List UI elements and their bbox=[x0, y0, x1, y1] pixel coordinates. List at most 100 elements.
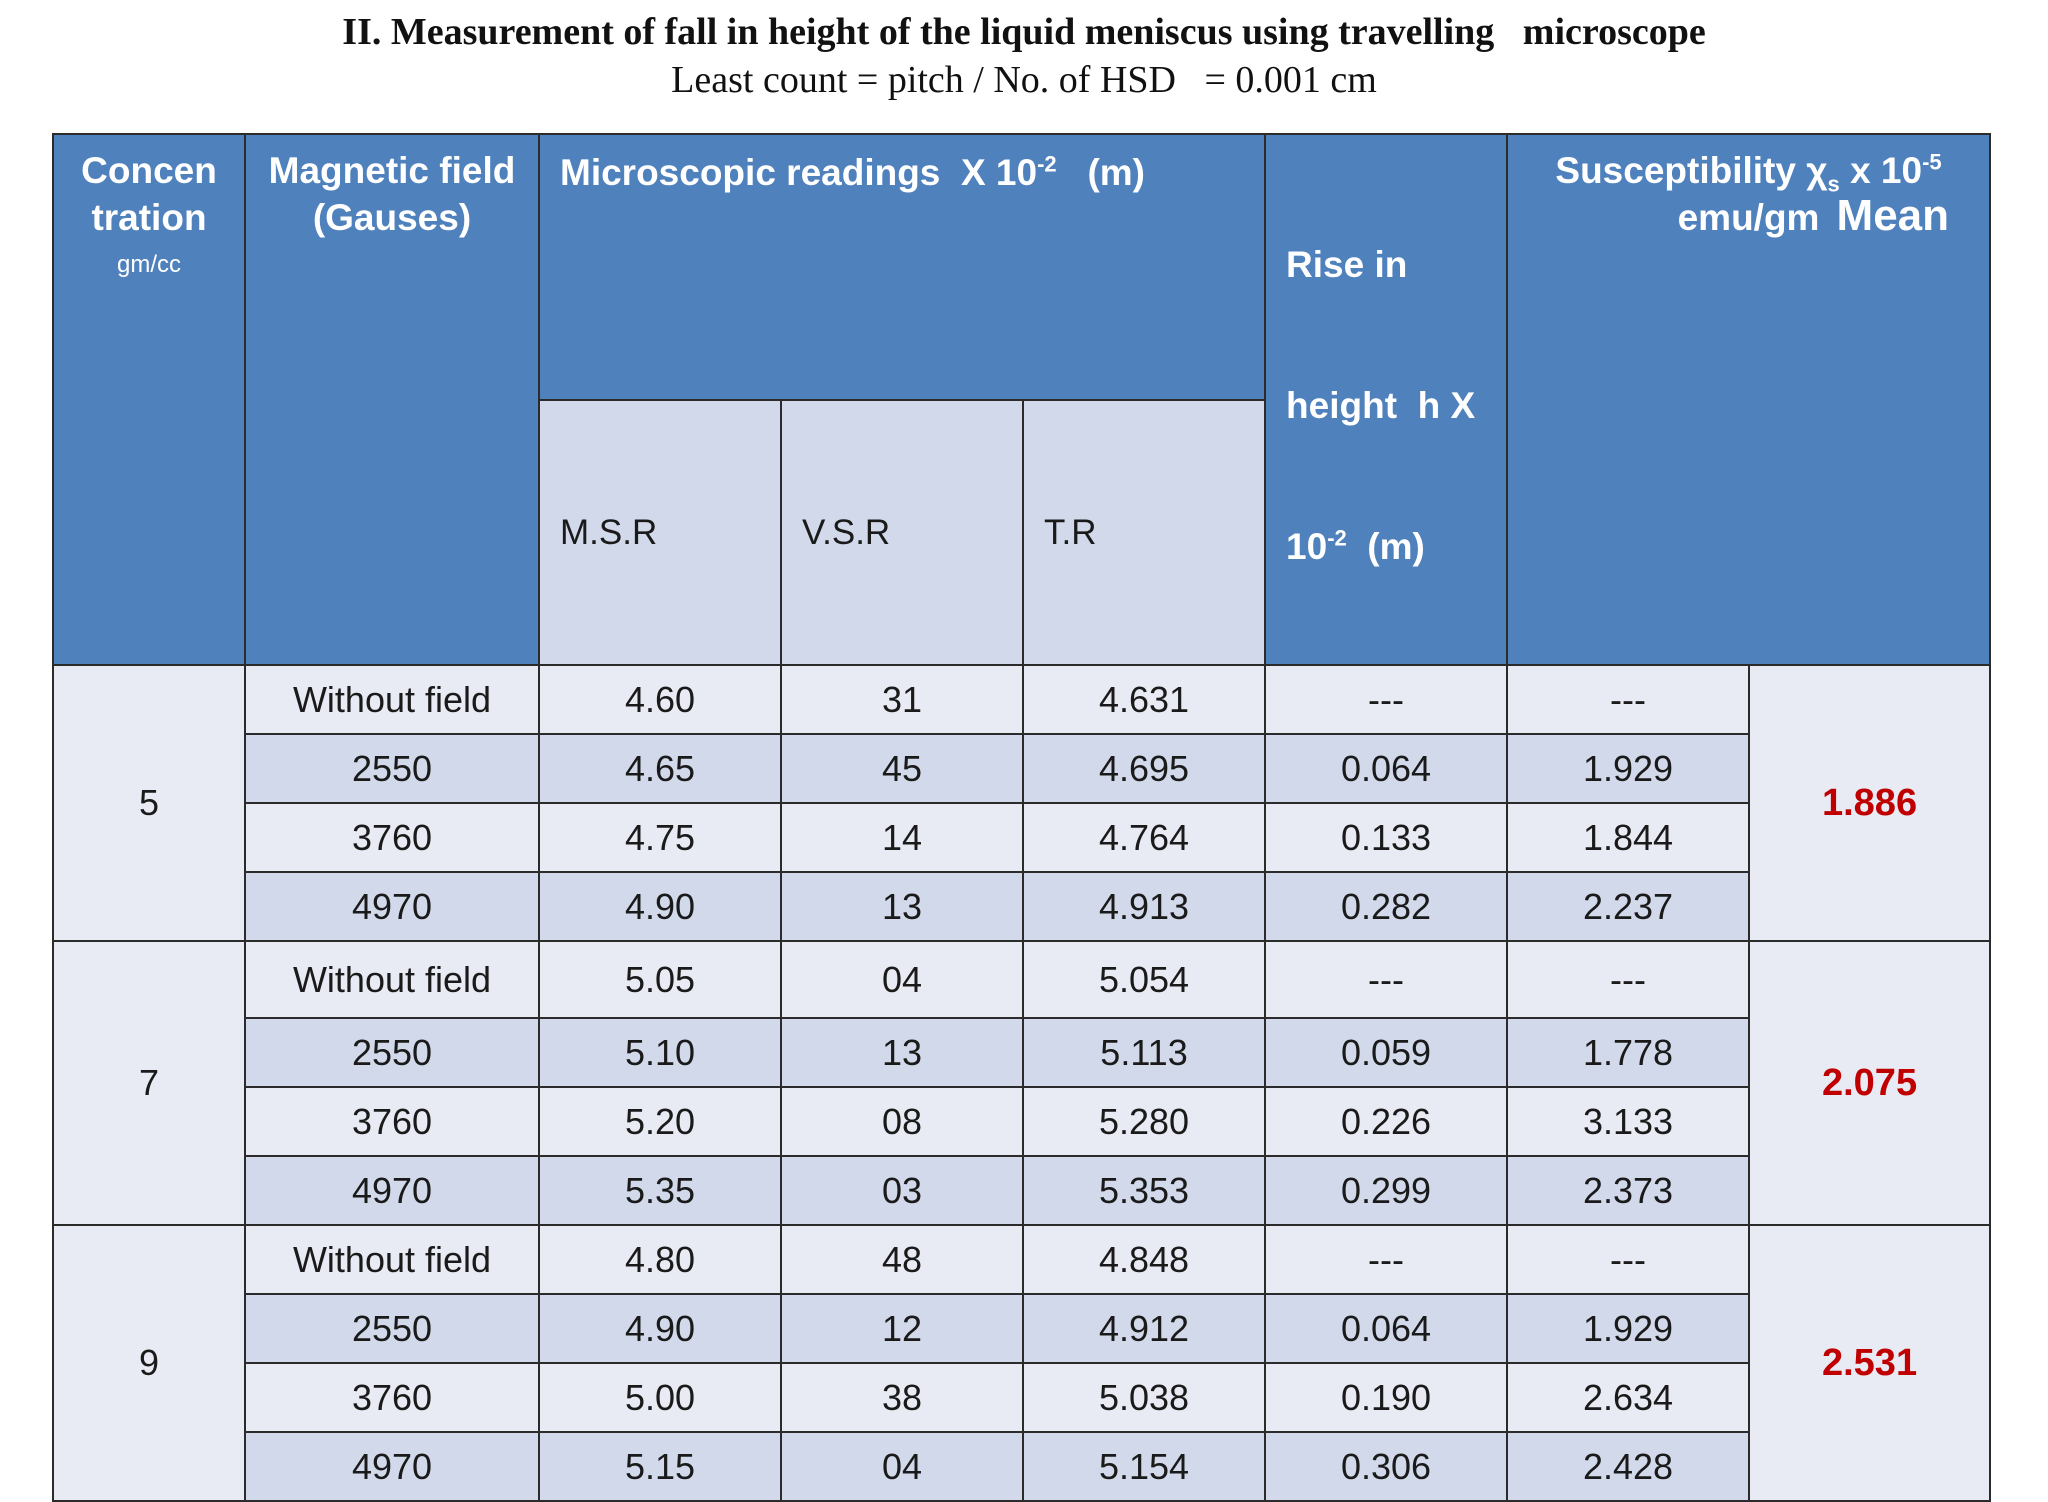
rise-cell: 0.226 bbox=[1264, 1086, 1509, 1157]
rise-cell: --- bbox=[1264, 1224, 1509, 1295]
sus-cell: 1.929 bbox=[1506, 733, 1751, 804]
table-row: 3760 5.20 08 5.280 0.226 3.133 bbox=[53, 1086, 1990, 1157]
field-cell: 4970 bbox=[244, 1431, 540, 1502]
sus-cell: --- bbox=[1506, 940, 1751, 1019]
microscopic-readings-label: Microscopic readings X 10 bbox=[560, 152, 1038, 193]
vsr-cell: 12 bbox=[780, 1293, 1024, 1364]
sus-cell: 3.133 bbox=[1506, 1086, 1751, 1157]
vsr-cell: 08 bbox=[780, 1086, 1024, 1157]
table-row: 9 Without field 4.80 48 4.848 --- --- 2.531 bbox=[52, 1224, 1992, 1502]
field-cell: 2550 bbox=[244, 1017, 540, 1088]
table-row: 5 Without field 4.60 31 4.631 --- --- 1.886 bbox=[52, 664, 1992, 942]
field-cell: 2550 bbox=[244, 733, 540, 804]
field-cell: Without field bbox=[244, 1224, 540, 1295]
tr-cell: 4.764 bbox=[1021, 802, 1267, 873]
table-row: 3760 4.75 14 4.764 0.133 1.844 bbox=[53, 802, 1990, 873]
table-row: 4970 5.15 04 5.154 0.306 2.428 bbox=[53, 1431, 1990, 1502]
msr-cell: 4.60 bbox=[538, 664, 782, 735]
table-row: 2550 4.65 45 4.695 0.064 1.929 bbox=[53, 733, 1990, 804]
rise-cell: 0.190 bbox=[1264, 1362, 1509, 1433]
susceptibility-multiplier: x 10 bbox=[1839, 150, 1923, 191]
vsr-cell: 31 bbox=[780, 664, 1024, 735]
rise-height-header-line1: Rise in bbox=[1286, 244, 1408, 285]
tr-cell: 5.054 bbox=[1021, 940, 1267, 1019]
magnetic-field-header-line2: (Gauses) bbox=[312, 197, 472, 238]
concentration-header-line2: tration bbox=[91, 197, 207, 238]
microscopic-readings-unit: (m) bbox=[1056, 152, 1146, 193]
tr-cell: 4.913 bbox=[1021, 871, 1267, 942]
mean-value-cell: 2.075 bbox=[1748, 940, 1992, 1226]
microscopic-readings-exponent: -2 bbox=[1037, 151, 1057, 177]
susceptibility-header: Susceptibility χs x 10-5 emu/gm Mean bbox=[1506, 133, 1992, 666]
field-cell: Without field bbox=[244, 664, 540, 735]
tr-cell: 4.912 bbox=[1021, 1293, 1267, 1364]
tr-cell: 5.280 bbox=[1021, 1086, 1267, 1157]
sus-cell: 2.237 bbox=[1506, 871, 1751, 942]
tr-cell: 5.113 bbox=[1021, 1017, 1267, 1088]
table-row: 3760 5.00 38 5.038 0.190 2.634 bbox=[53, 1362, 1990, 1433]
field-cell: 3760 bbox=[244, 1086, 540, 1157]
rise-cell: 0.306 bbox=[1264, 1431, 1509, 1502]
table-row: 4970 5.35 03 5.353 0.299 2.373 bbox=[53, 1155, 1990, 1226]
msr-cell: 4.90 bbox=[538, 871, 782, 942]
msr-cell: 5.20 bbox=[538, 1086, 782, 1157]
tr-cell: 5.154 bbox=[1021, 1431, 1267, 1502]
field-cell: 2550 bbox=[244, 1293, 540, 1364]
sus-cell: 2.373 bbox=[1506, 1155, 1751, 1226]
vsr-cell: 48 bbox=[780, 1224, 1024, 1295]
sus-cell: --- bbox=[1506, 1224, 1751, 1295]
susceptibility-unit: emu/gm bbox=[1677, 197, 1820, 238]
msr-header: M.S.R bbox=[538, 398, 782, 666]
tr-header: T.R bbox=[1021, 398, 1267, 666]
msr-cell: 5.15 bbox=[538, 1431, 782, 1502]
concentration-cell: 7 bbox=[52, 940, 246, 1226]
vsr-header: V.S.R bbox=[780, 398, 1024, 666]
vsr-cell: 13 bbox=[780, 871, 1024, 942]
tr-cell: 4.695 bbox=[1021, 733, 1267, 804]
msr-cell: 5.35 bbox=[538, 1155, 782, 1226]
msr-cell: 5.10 bbox=[538, 1017, 782, 1088]
table-body: 5 Without field 4.60 31 4.631 --- --- 1.886 2550… bbox=[52, 664, 1992, 1502]
field-cell: 4970 bbox=[244, 871, 540, 942]
vsr-cell: 04 bbox=[780, 940, 1024, 1019]
susceptibility-label: Susceptibility χ bbox=[1555, 150, 1828, 191]
rise-height-header: Rise in height h X 10-2 (m) bbox=[1264, 133, 1509, 666]
mean-header: Mean bbox=[1836, 191, 1950, 240]
vsr-cell: 13 bbox=[780, 1017, 1024, 1088]
field-cell: Without field bbox=[244, 940, 540, 1019]
sus-cell: 2.428 bbox=[1506, 1431, 1751, 1502]
vsr-cell: 45 bbox=[780, 733, 1024, 804]
concentration-cell: 9 bbox=[52, 1224, 246, 1502]
concentration-header: Concen tration gm/cc bbox=[52, 133, 246, 666]
susceptibility-subscript: s bbox=[1827, 171, 1840, 197]
tr-cell: 4.848 bbox=[1021, 1224, 1267, 1295]
vsr-cell: 38 bbox=[780, 1362, 1024, 1433]
msr-cell: 5.00 bbox=[538, 1362, 782, 1433]
sus-cell: --- bbox=[1506, 664, 1751, 735]
table-row: 2550 5.10 13 5.113 0.059 1.778 bbox=[53, 1017, 1990, 1088]
page-title: II. Measurement of fall in height of the… bbox=[342, 11, 1706, 53]
rise-cell: --- bbox=[1264, 940, 1509, 1019]
sus-cell: 1.778 bbox=[1506, 1017, 1751, 1088]
rise-height-exponent: -2 bbox=[1327, 525, 1347, 551]
table-row: 7 Without field 5.05 04 5.054 --- --- 2.075 bbox=[52, 940, 1992, 1226]
msr-cell: 5.05 bbox=[538, 940, 782, 1019]
magnetic-field-header: Magnetic field (Gauses) bbox=[244, 133, 540, 666]
tr-cell: 5.038 bbox=[1021, 1362, 1267, 1433]
msr-cell: 4.90 bbox=[538, 1293, 782, 1364]
table-row: 2550 4.90 12 4.912 0.064 1.929 bbox=[53, 1293, 1990, 1364]
rise-cell: 0.282 bbox=[1264, 871, 1509, 942]
vsr-cell: 14 bbox=[780, 802, 1024, 873]
mean-value-cell: 1.886 bbox=[1748, 664, 1992, 942]
msr-cell: 4.80 bbox=[538, 1224, 782, 1295]
rise-height-header-line2: height h X bbox=[1286, 385, 1476, 426]
rise-cell: 0.299 bbox=[1264, 1155, 1509, 1226]
msr-cell: 4.65 bbox=[538, 733, 782, 804]
field-cell: 4970 bbox=[244, 1155, 540, 1226]
rise-cell: 0.059 bbox=[1264, 1017, 1509, 1088]
vsr-cell: 03 bbox=[780, 1155, 1024, 1226]
table-row: 4970 4.90 13 4.913 0.282 2.237 bbox=[53, 871, 1990, 942]
rise-height-unit: (m) bbox=[1346, 526, 1425, 567]
sus-cell: 2.634 bbox=[1506, 1362, 1751, 1433]
field-cell: 3760 bbox=[244, 802, 540, 873]
